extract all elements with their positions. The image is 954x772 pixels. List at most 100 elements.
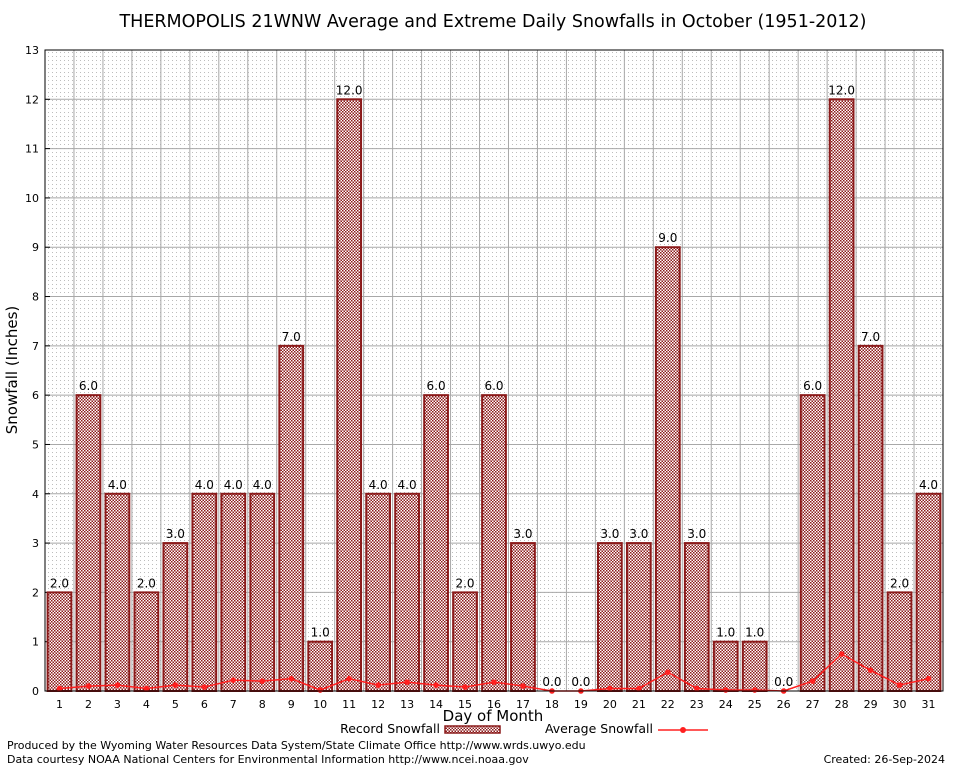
average-point <box>288 675 295 682</box>
record-bar <box>625 542 652 692</box>
y-tick-label: 10 <box>25 192 39 205</box>
record-bar-label: 2.0 <box>50 576 69 590</box>
average-point <box>636 685 642 692</box>
record-bar <box>104 492 131 692</box>
record-bar-label: 3.0 <box>629 527 648 541</box>
y-tick-label: 5 <box>32 438 39 451</box>
x-tick-label: 5 <box>172 698 179 711</box>
record-bar-label: 0.0 <box>542 675 561 689</box>
record-bar <box>510 542 536 692</box>
x-tick-label: 30 <box>893 698 907 711</box>
x-tick-label: 2 <box>85 698 92 711</box>
average-point <box>201 684 208 690</box>
record-bar <box>162 542 189 692</box>
x-tick-label: 29 <box>864 698 878 711</box>
x-tick-label: 8 <box>259 698 266 711</box>
x-tick-label: 27 <box>806 698 820 711</box>
record-bar-label: 3.0 <box>166 527 185 541</box>
record-bar-label: 4.0 <box>224 478 243 492</box>
x-tick-label: 16 <box>487 698 501 711</box>
average-point <box>665 669 671 676</box>
average-point <box>867 667 874 674</box>
legend-record-label: Record Snowfall <box>340 721 440 736</box>
x-tick-label: 31 <box>922 698 936 711</box>
footer-produced-by: Produced by the Wyoming Water Resources … <box>7 739 586 752</box>
record-bar <box>133 591 160 693</box>
x-tick-label: 22 <box>661 698 675 711</box>
average-point <box>404 679 410 685</box>
record-bar <box>915 492 942 692</box>
average-point <box>143 685 150 692</box>
x-tick-label: 19 <box>574 698 588 711</box>
record-bar-label: 1.0 <box>745 626 764 640</box>
record-bar-label: 4.0 <box>398 478 417 492</box>
average-point <box>346 675 352 682</box>
average-point <box>751 687 758 693</box>
x-tick-label: 14 <box>429 698 443 711</box>
record-bar-label: 4.0 <box>108 478 127 492</box>
record-bar-label: 12.0 <box>336 83 363 97</box>
x-tick-label: 20 <box>603 698 617 711</box>
record-bar <box>596 542 623 692</box>
record-bar <box>249 492 276 692</box>
record-bar <box>278 344 305 692</box>
record-bar <box>307 640 334 693</box>
x-tick-label: 6 <box>201 698 208 711</box>
average-point <box>114 682 121 688</box>
x-tick-label: 28 <box>835 698 849 711</box>
record-bar <box>46 591 73 693</box>
record-bar <box>336 98 363 693</box>
average-point <box>722 687 729 693</box>
average-point <box>230 677 237 683</box>
record-bar-label: 2.0 <box>890 576 909 590</box>
average-point <box>259 678 266 684</box>
x-tick-label: 13 <box>400 698 414 711</box>
record-bar-label: 2.0 <box>455 576 474 590</box>
y-tick-label: 6 <box>32 389 39 402</box>
record-bar <box>220 492 247 692</box>
record-bar-label: 4.0 <box>253 478 272 492</box>
average-point <box>433 682 439 688</box>
x-axis-label: Day of Month <box>443 707 544 725</box>
average-point <box>838 651 845 657</box>
x-tick-label: 7 <box>230 698 237 711</box>
chart-title: THERMOPOLIS 21WNW Average and Extreme Da… <box>118 12 866 32</box>
record-bar <box>365 492 392 692</box>
y-tick-label: 4 <box>32 488 39 501</box>
record-bar <box>712 640 739 693</box>
average-point <box>693 685 700 692</box>
record-bar <box>423 394 449 692</box>
legend: Record Snowfall Average Snowfall <box>340 721 708 736</box>
average-point <box>172 682 179 688</box>
y-tick-label: 8 <box>32 291 39 304</box>
record-bar-label: 4.0 <box>195 478 214 492</box>
x-tick-label: 15 <box>458 698 472 711</box>
legend-average-label: Average Snowfall <box>545 721 653 736</box>
y-axis-label: Snowfall (Inches) <box>3 306 21 434</box>
y-tick-label: 0 <box>32 685 39 698</box>
record-bar-label: 4.0 <box>919 478 938 492</box>
x-tick-label: 23 <box>690 698 704 711</box>
x-tick-label: 17 <box>516 698 530 711</box>
record-bar-label: 3.0 <box>600 527 619 541</box>
x-tick-label: 25 <box>748 698 762 711</box>
record-bar-label: 1.0 <box>716 626 735 640</box>
footer-created: Created: 26-Sep-2024 <box>823 753 945 766</box>
record-bar-label: 6.0 <box>484 379 503 393</box>
record-bar-label: 2.0 <box>137 576 156 590</box>
record-bar-label: 3.0 <box>513 527 532 541</box>
x-tick-label: 21 <box>632 698 646 711</box>
y-tick-label: 13 <box>25 44 39 57</box>
y-tick-label: 11 <box>25 143 39 156</box>
footer-courtesy: Data courtesy NOAA National Centers for … <box>7 753 529 766</box>
record-bar-label: 0.0 <box>774 675 793 689</box>
x-tick-label: 26 <box>777 698 791 711</box>
record-bar-label: 4.0 <box>369 478 388 492</box>
record-bar <box>799 394 826 692</box>
record-bar <box>452 591 478 693</box>
record-bar <box>857 344 884 692</box>
record-bar-label: 7.0 <box>861 330 880 344</box>
record-bar <box>828 98 855 693</box>
record-bar <box>683 542 710 692</box>
average-point <box>85 683 92 689</box>
